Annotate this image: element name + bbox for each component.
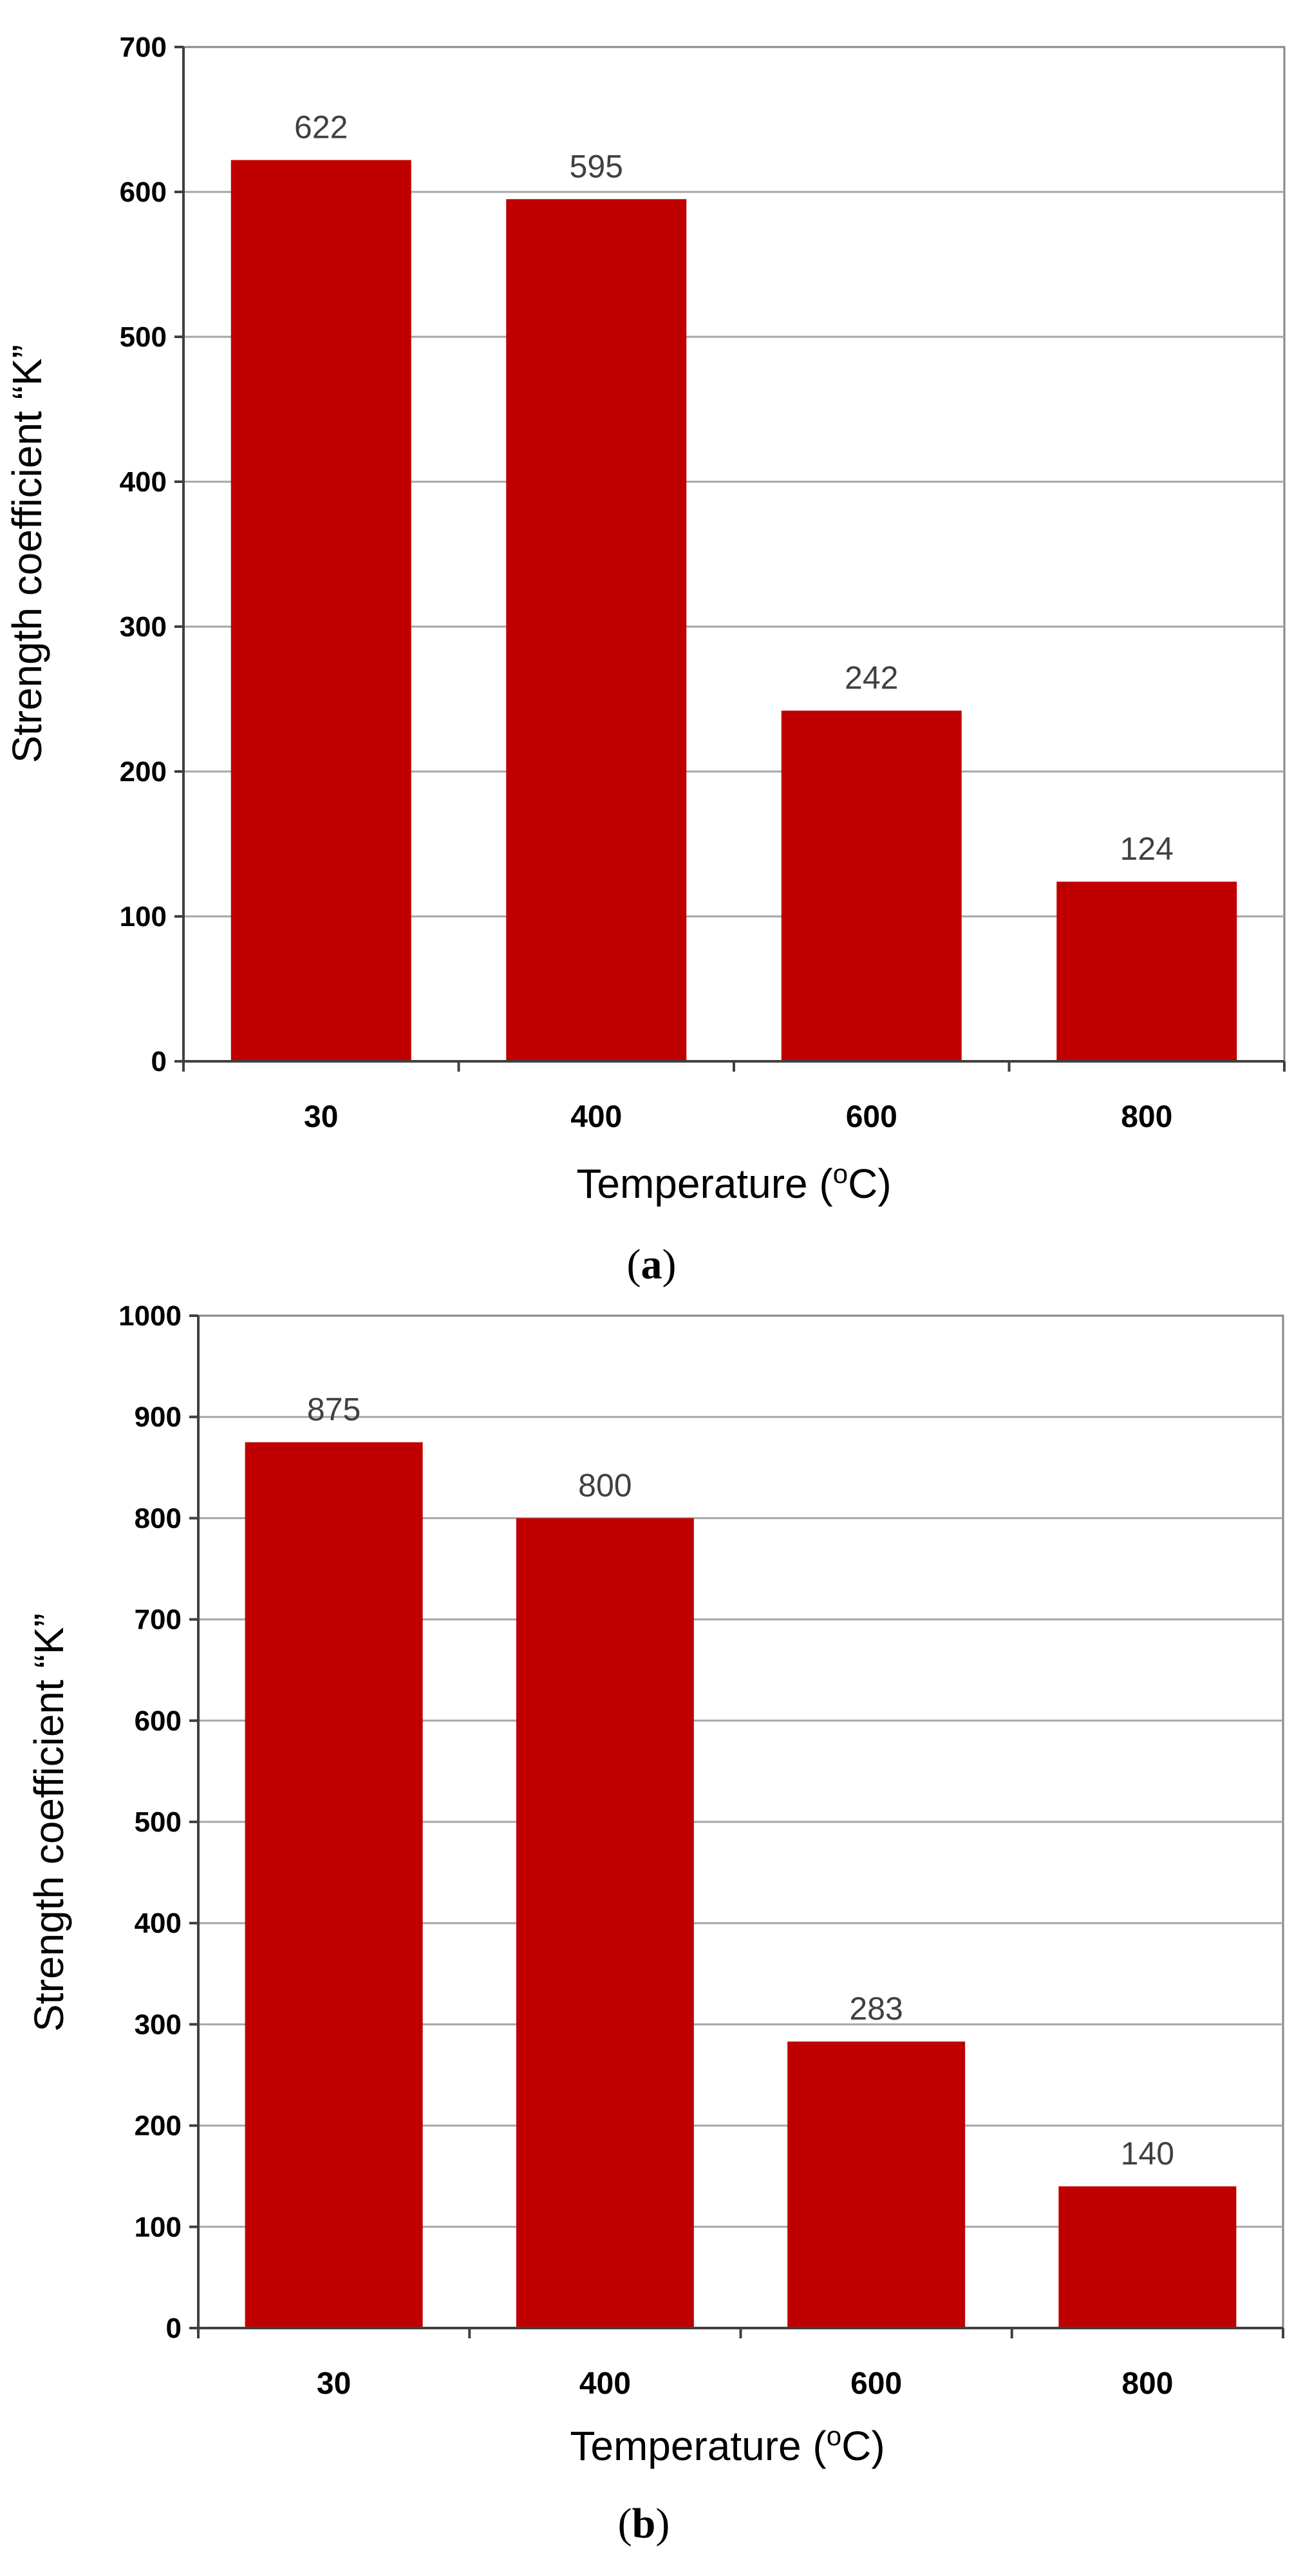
bar-a-400 xyxy=(506,199,687,1061)
y-tick-label-b-400: 400 xyxy=(135,1908,182,1939)
y-tick-label-b-500: 500 xyxy=(135,1806,182,1838)
bar-a-30 xyxy=(230,160,411,1061)
data-label-b-30: 875 xyxy=(307,1392,361,1428)
x-axis-title-sup-a: o xyxy=(833,1159,848,1189)
x-tick-label-b-800: 800 xyxy=(1121,2367,1173,2401)
data-label-b-600: 283 xyxy=(849,1991,903,2027)
x-axis-title-a: Temperature (oC) xyxy=(576,1159,891,1208)
y-tick-label-a-100: 100 xyxy=(120,901,167,933)
y-tick-label-b-600: 600 xyxy=(135,1705,182,1737)
data-label-b-400: 800 xyxy=(578,1467,632,1503)
x-axis-title-unit-a: C) xyxy=(848,1160,892,1207)
y-tick-label-a-200: 200 xyxy=(120,756,167,788)
y-tick-label-b-1000: 1000 xyxy=(118,1300,182,1332)
y-tick-label-b-700: 700 xyxy=(135,1604,182,1636)
y-tick-label-b-0: 0 xyxy=(166,2313,182,2344)
data-label-a-800: 124 xyxy=(1120,831,1174,867)
x-tick-label-b-30: 30 xyxy=(317,2367,351,2401)
y-tick-label-b-900: 900 xyxy=(135,1401,182,1433)
x-tick-label-a-30: 30 xyxy=(304,1100,338,1134)
caption-letter-a: a xyxy=(641,1241,662,1288)
bar-b-400 xyxy=(516,1518,694,2328)
x-tick-label-a-800: 800 xyxy=(1121,1100,1172,1134)
caption-open-b: ( xyxy=(618,2500,632,2547)
x-tick-labels-b: 30 400 600 800 xyxy=(197,2328,1284,2401)
bars-a xyxy=(230,160,1237,1061)
y-tick-label-b-200: 200 xyxy=(135,2110,182,2142)
data-labels-b: 875 800 283 140 xyxy=(307,1392,1174,2172)
y-tick-label-a-600: 600 xyxy=(120,176,167,208)
caption-close-a: ) xyxy=(662,1241,677,1288)
y-axis-title-b: Strength coefficient “K” xyxy=(26,1613,72,2032)
bars-b xyxy=(245,1442,1237,2328)
data-label-a-30: 622 xyxy=(294,109,348,146)
y-tick-label-a-500: 500 xyxy=(120,321,167,353)
x-axis-title-b: Temperature (oC) xyxy=(570,2421,885,2470)
data-label-b-800: 140 xyxy=(1121,2136,1174,2172)
caption-open-a: ( xyxy=(627,1241,641,1288)
chart-panel-b: 0 100 200 300 400 500 600 700 800 900 1000 30 400 60… xyxy=(26,1300,1284,2547)
y-tick-label-b-800: 800 xyxy=(135,1502,182,1534)
x-tick-label-a-400: 400 xyxy=(570,1100,622,1134)
caption-close-b: ) xyxy=(655,2500,670,2547)
y-axis-title-a: Strength coefficient “K” xyxy=(4,345,50,763)
y-tick-label-a-700: 700 xyxy=(120,32,167,63)
data-labels-a: 622 595 242 124 xyxy=(294,109,1174,867)
x-tick-label-b-600: 600 xyxy=(850,2367,902,2401)
x-tick-label-a-600: 600 xyxy=(846,1100,897,1134)
y-tick-labels-b: 0 100 200 300 400 500 600 700 800 900 1000 xyxy=(118,1300,198,2344)
bar-b-30 xyxy=(245,1442,423,2328)
y-tick-label-b-300: 300 xyxy=(135,2009,182,2040)
x-tick-labels-a: 30 400 600 800 xyxy=(182,1061,1286,1134)
panel-caption-b: (b) xyxy=(618,2500,670,2547)
data-label-a-600: 242 xyxy=(845,660,898,696)
bar-a-600 xyxy=(781,710,962,1061)
bar-b-600 xyxy=(787,2041,966,2328)
caption-letter-b: b xyxy=(632,2500,656,2547)
bar-a-800 xyxy=(1056,882,1237,1061)
y-tick-label-a-300: 300 xyxy=(120,611,167,643)
x-axis-title-unit-b: C) xyxy=(841,2423,885,2469)
y-tick-labels-a: 0 100 200 300 400 500 600 700 xyxy=(120,32,183,1077)
panel-caption-a: (a) xyxy=(627,1241,677,1288)
y-tick-label-b-100: 100 xyxy=(135,2211,182,2243)
x-axis-title-sup-b: o xyxy=(827,2421,841,2451)
x-axis-title-text-a: Temperature ( xyxy=(576,1160,832,1207)
data-label-a-400: 595 xyxy=(570,148,623,184)
y-tick-label-a-0: 0 xyxy=(151,1046,167,1077)
x-axis-title-text-b: Temperature ( xyxy=(570,2423,826,2469)
y-tick-label-a-400: 400 xyxy=(120,466,167,498)
chart-panel-a: 0 100 200 300 400 500 600 700 30 400 600 800 622 59… xyxy=(4,32,1286,1288)
bar-b-800 xyxy=(1058,2186,1237,2328)
x-tick-label-b-400: 400 xyxy=(579,2367,631,2401)
